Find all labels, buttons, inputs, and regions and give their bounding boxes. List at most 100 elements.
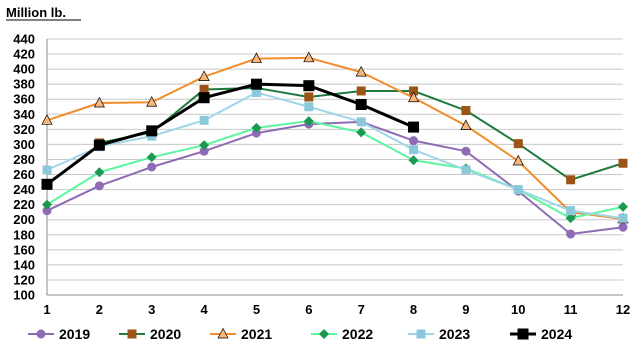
y-tick-label-120: 120 — [13, 272, 35, 287]
point-2022-8 — [408, 155, 419, 166]
point-2022-3 — [146, 152, 157, 163]
point-2019-2 — [94, 181, 104, 191]
point-2024-7 — [355, 99, 367, 111]
legend-item-2023: 2023 — [408, 326, 470, 342]
y-tick-label-240: 240 — [13, 182, 35, 197]
legend-marker-2019 — [36, 329, 46, 339]
point-2021-7 — [355, 65, 367, 77]
x-tick-label-12: 12 — [616, 302, 630, 317]
legend-label-2023: 2023 — [439, 326, 470, 342]
point-2023-4 — [199, 115, 209, 125]
point-2023-5 — [251, 87, 261, 97]
point-2022-6 — [303, 116, 314, 127]
point-2020-4 — [199, 84, 209, 94]
point-2021-10 — [512, 154, 524, 166]
point-2023-9 — [461, 165, 471, 175]
point-2019-12 — [618, 222, 628, 232]
legend-marker-2020 — [127, 329, 137, 339]
gridlines — [47, 38, 623, 281]
x-tick-label-5: 5 — [253, 302, 260, 317]
point-2024-1 — [41, 178, 53, 190]
point-2022-5 — [251, 122, 262, 133]
point-2023-6 — [304, 102, 314, 112]
legend-label-2022: 2022 — [342, 326, 373, 342]
point-2020-7 — [356, 86, 366, 96]
point-2021-2 — [93, 96, 105, 108]
x-tick-label-2: 2 — [96, 302, 103, 317]
point-2024-3 — [146, 125, 158, 137]
y-tick-label-260: 260 — [13, 167, 35, 182]
y-tick-label-160: 160 — [13, 242, 35, 257]
y-tick-label-400: 400 — [13, 62, 35, 77]
point-2020-9 — [461, 106, 471, 116]
point-2019-11 — [566, 229, 576, 239]
y-tick-label-440: 440 — [13, 32, 35, 47]
x-tick-label-3: 3 — [148, 302, 155, 317]
point-2019-3 — [147, 162, 157, 172]
y-tick-label-140: 140 — [13, 257, 35, 272]
legend-label-2021: 2021 — [241, 326, 272, 342]
legend: 2019 2020 2021 2022 2023 2024 — [28, 326, 572, 342]
series-line-2024 — [46, 82, 415, 186]
point-2021-9 — [460, 119, 472, 130]
point-2021-6 — [303, 51, 315, 63]
x-tick-label-8: 8 — [410, 302, 417, 317]
x-tick-label-6: 6 — [305, 302, 312, 317]
series-2022 — [42, 116, 628, 224]
x-tick-label-10: 10 — [511, 302, 525, 317]
x-tick-label-7: 7 — [358, 302, 365, 317]
legend-label-2024: 2024 — [541, 326, 572, 342]
point-2020-11 — [566, 175, 576, 185]
series-lines — [41, 51, 629, 239]
point-2020-8 — [409, 86, 419, 96]
series-line-2022 — [46, 120, 624, 220]
point-2024-8 — [408, 121, 420, 133]
x-tick-label-9: 9 — [462, 302, 469, 317]
point-2021-1 — [41, 114, 53, 125]
point-2023-1 — [42, 165, 52, 175]
point-2023-7 — [356, 117, 366, 127]
point-2022-2 — [94, 167, 105, 178]
point-2021-3 — [146, 95, 158, 107]
point-2024-6 — [303, 80, 315, 92]
y-tick-label-380: 380 — [13, 77, 35, 92]
point-2022-1 — [42, 199, 52, 210]
legend-label-2020: 2020 — [150, 326, 181, 342]
y-tick-label-340: 340 — [13, 107, 35, 122]
point-2020-12 — [618, 158, 628, 168]
point-2019-9 — [461, 146, 471, 156]
y-tick-label-220: 220 — [13, 197, 35, 212]
legend-marker-2024 — [517, 328, 529, 340]
series-2023 — [42, 87, 628, 223]
point-2020-6 — [304, 92, 314, 102]
point-2023-11 — [566, 206, 576, 216]
legend-item-2020: 2020 — [119, 326, 181, 342]
y-tick-label-200: 200 — [13, 212, 35, 227]
y-tick-label-320: 320 — [13, 122, 35, 137]
point-2021-8 — [407, 91, 420, 103]
legend-marker-2022 — [319, 329, 329, 339]
point-2020-10 — [513, 139, 523, 149]
point-2024-2 — [93, 139, 105, 151]
series-line-2019 — [46, 120, 624, 236]
point-2023-8 — [409, 145, 419, 155]
x-tick-label-1: 1 — [43, 302, 50, 317]
series-2024 — [41, 78, 420, 190]
y-tick-label-300: 300 — [13, 137, 35, 152]
point-2024-4 — [198, 92, 210, 104]
point-2021-4 — [198, 70, 210, 81]
x-tick-label-4: 4 — [200, 302, 208, 317]
unit-label: Million lb. — [6, 5, 66, 20]
y-tick-label-280: 280 — [13, 152, 35, 167]
point-2021-5 — [250, 52, 263, 63]
point-2024-5 — [250, 78, 262, 90]
point-2019-8 — [409, 136, 419, 146]
y-tick-label-180: 180 — [13, 227, 35, 242]
point-2022-12 — [618, 201, 628, 212]
legend-item-2024: 2024 — [510, 326, 572, 342]
legend-item-2019: 2019 — [28, 326, 90, 342]
point-2023-10 — [513, 185, 523, 195]
legend-label-2019: 2019 — [59, 326, 90, 342]
point-2023-12 — [618, 213, 628, 223]
